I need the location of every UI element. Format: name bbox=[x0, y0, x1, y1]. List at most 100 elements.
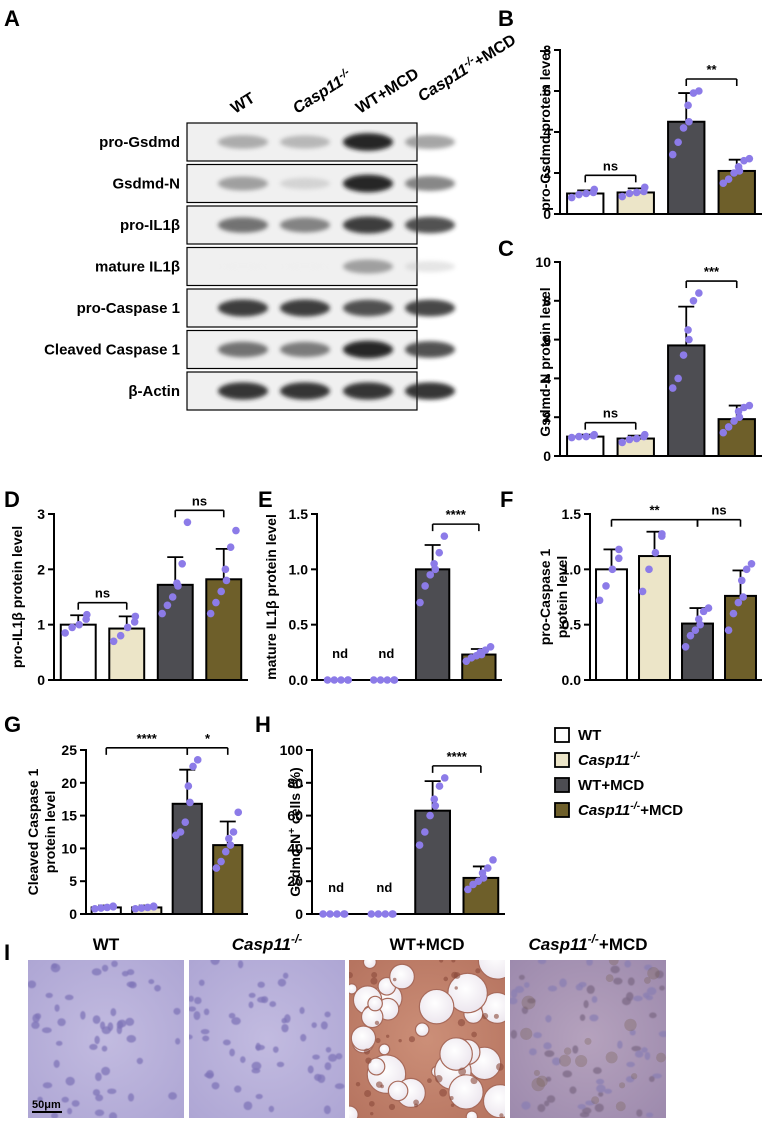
nucleus bbox=[237, 960, 244, 969]
stain-spot bbox=[355, 1081, 361, 1087]
data-point bbox=[337, 676, 345, 684]
data-point bbox=[369, 676, 378, 684]
nucleus bbox=[92, 1015, 101, 1024]
nucleus bbox=[210, 960, 220, 965]
blot-row-label: pro-IL1β bbox=[120, 217, 180, 234]
data-point bbox=[747, 560, 756, 568]
nucleus bbox=[248, 1001, 254, 1009]
y-tick-label: 0 bbox=[69, 906, 77, 922]
stain-spot bbox=[408, 1036, 416, 1043]
chart-d: 0 1 2 3 pro-IL1β protein level ns ns bbox=[9, 493, 248, 688]
data-point bbox=[582, 189, 590, 198]
nucleus bbox=[95, 1094, 104, 1102]
nucleus bbox=[324, 1062, 332, 1071]
stain-spot bbox=[591, 1096, 600, 1105]
stain-spot bbox=[439, 960, 444, 963]
stain-spot bbox=[427, 1078, 432, 1084]
data-point bbox=[183, 518, 192, 527]
nucleus bbox=[300, 1033, 307, 1042]
data-point bbox=[615, 554, 623, 563]
data-point bbox=[602, 582, 610, 590]
data-point bbox=[212, 598, 220, 607]
legend-label: Casp11-/-+MCD bbox=[578, 800, 683, 819]
nucleus bbox=[562, 1070, 573, 1078]
blot-band bbox=[405, 135, 455, 149]
stain-spot bbox=[435, 1075, 443, 1083]
data-point bbox=[226, 543, 235, 551]
stain-spot bbox=[363, 1048, 371, 1055]
histology-title: WT+MCD bbox=[389, 935, 464, 954]
nucleus bbox=[198, 979, 205, 986]
data-point bbox=[326, 910, 334, 918]
y-tick-label: 1.5 bbox=[289, 506, 309, 522]
stain-spot bbox=[458, 1067, 467, 1076]
nucleus bbox=[92, 1089, 101, 1096]
y-tick-label: 1.5 bbox=[562, 506, 582, 522]
lipid-droplet bbox=[350, 1025, 377, 1051]
blot-band bbox=[280, 382, 330, 400]
histology-title: WT bbox=[93, 935, 120, 954]
nucleus bbox=[625, 1076, 635, 1083]
bar bbox=[724, 594, 757, 681]
data-point bbox=[695, 87, 703, 95]
blot-band bbox=[280, 341, 330, 358]
legend-swatch bbox=[554, 727, 570, 743]
data-point bbox=[131, 612, 140, 621]
nucleus bbox=[641, 1047, 648, 1053]
significance-label: ns bbox=[603, 158, 618, 173]
data-point bbox=[130, 618, 139, 626]
nucleus bbox=[257, 981, 265, 988]
nucleus bbox=[578, 981, 587, 988]
legend-swatch bbox=[554, 802, 570, 818]
nucleus bbox=[645, 1112, 654, 1118]
stain-spot bbox=[643, 976, 651, 984]
y-tick-label: 0 bbox=[37, 672, 45, 688]
panel-letter-g: G bbox=[4, 712, 21, 737]
nucleus bbox=[586, 960, 593, 966]
data-point bbox=[178, 560, 186, 568]
data-point bbox=[103, 903, 111, 912]
y-axis-label: Cleaved Caspase 1protein level bbox=[25, 768, 58, 895]
bar bbox=[595, 568, 628, 681]
nucleus bbox=[211, 1082, 220, 1090]
stain-spot bbox=[471, 1031, 477, 1038]
nucleus bbox=[37, 1096, 43, 1102]
stain-spot bbox=[371, 971, 378, 978]
data-point bbox=[729, 609, 738, 618]
nucleus bbox=[121, 970, 129, 977]
stain-spot bbox=[563, 1047, 572, 1055]
data-point bbox=[232, 526, 240, 535]
y-tick-label: 0.0 bbox=[289, 672, 309, 688]
data-point bbox=[464, 885, 472, 894]
significance-label: *** bbox=[704, 264, 720, 279]
nucleus bbox=[514, 985, 525, 994]
data-point bbox=[730, 417, 738, 425]
data-point bbox=[435, 782, 444, 790]
blot-band bbox=[218, 135, 268, 149]
data-point bbox=[149, 902, 158, 910]
data-point bbox=[234, 808, 243, 817]
data-point bbox=[435, 548, 444, 557]
data-point bbox=[344, 676, 353, 684]
nucleus bbox=[125, 1017, 135, 1026]
nucleus bbox=[95, 1072, 102, 1082]
data-point bbox=[686, 631, 695, 640]
y-axis-label: pro-Gsdmd protein level bbox=[537, 49, 553, 211]
y-axis-label: pro-Caspase 1protein level bbox=[537, 549, 570, 646]
data-point bbox=[173, 579, 181, 587]
nucleus bbox=[282, 972, 289, 979]
stain-spot bbox=[624, 1018, 637, 1032]
bar bbox=[667, 120, 706, 215]
nucleus bbox=[276, 1061, 285, 1068]
y-tick-label: 0.5 bbox=[289, 617, 309, 633]
blot-band bbox=[405, 261, 455, 272]
blot-band bbox=[218, 341, 268, 358]
data-point bbox=[724, 175, 733, 183]
data-point bbox=[426, 811, 434, 820]
nucleus bbox=[91, 968, 102, 976]
stain-spot bbox=[443, 976, 449, 982]
nucleus bbox=[547, 985, 558, 992]
y-tick-label: 15 bbox=[61, 808, 77, 824]
